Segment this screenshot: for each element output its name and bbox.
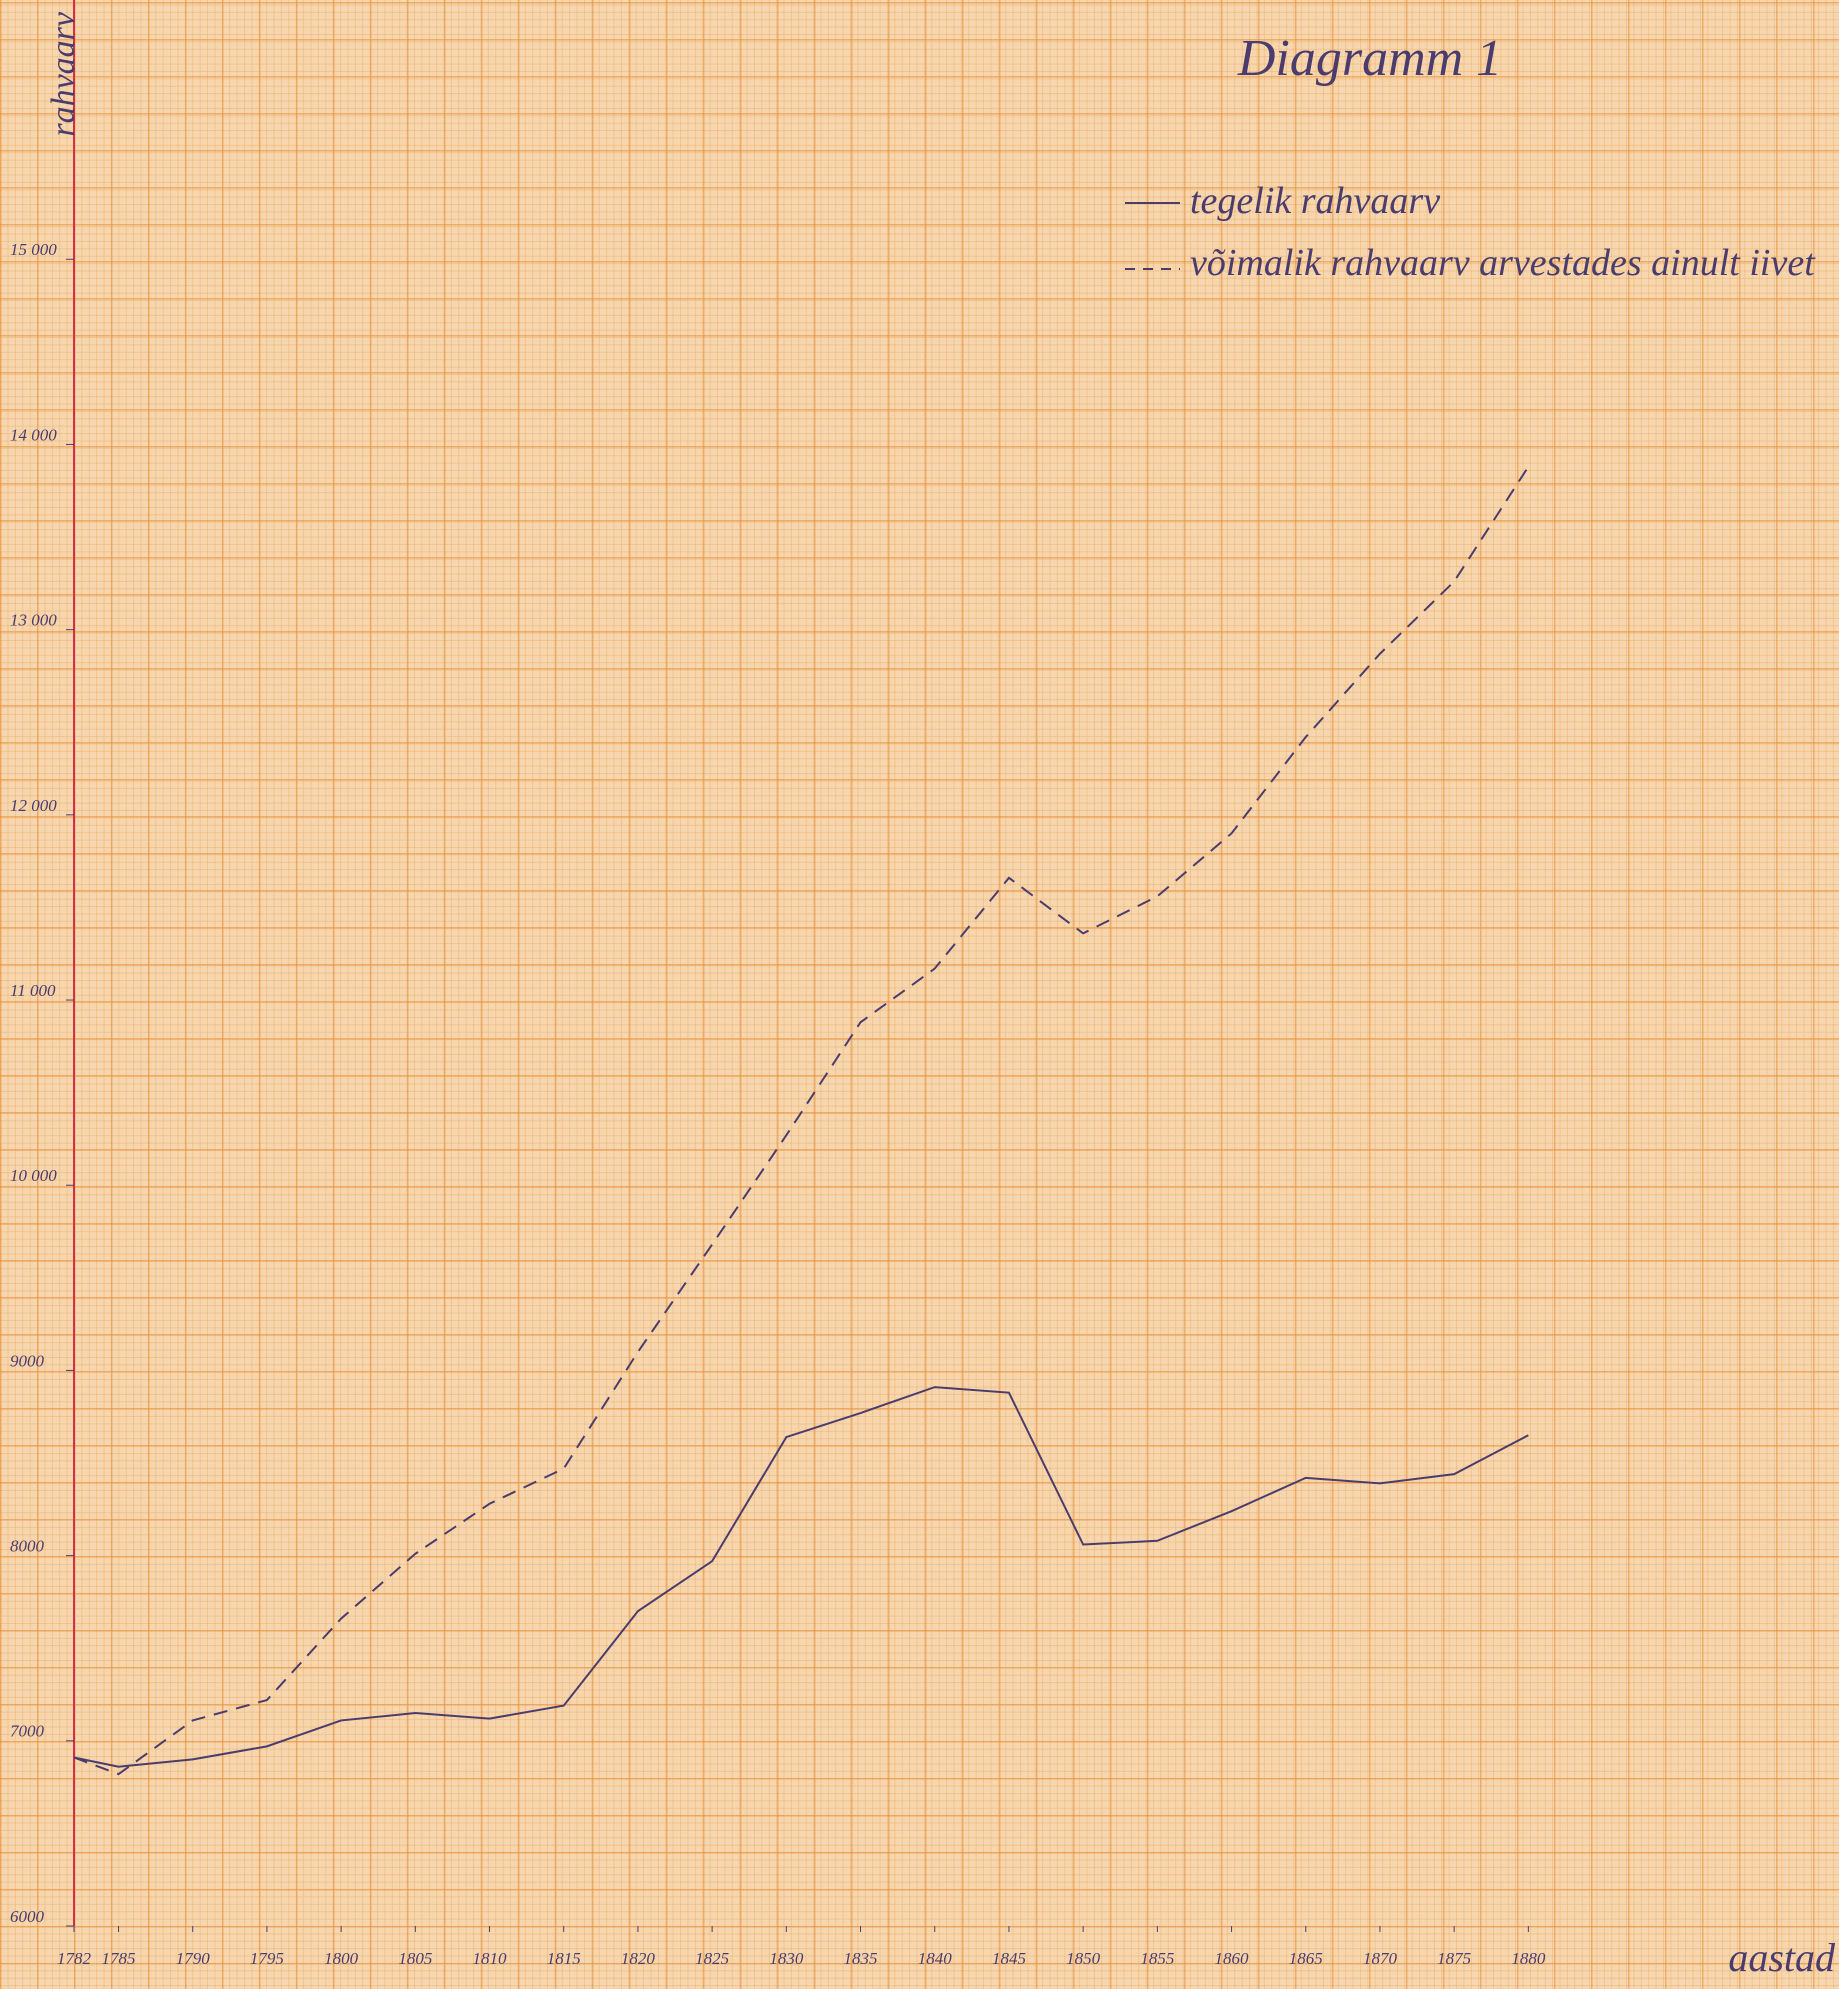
x-tick-label: 1855 bbox=[1140, 1949, 1174, 1968]
x-tick-label: 1785 bbox=[102, 1949, 136, 1968]
x-tick-label: 1815 bbox=[547, 1949, 581, 1968]
series-line bbox=[74, 1387, 1528, 1767]
x-tick-label: 1835 bbox=[844, 1949, 878, 1968]
x-tick-label: 1800 bbox=[324, 1949, 359, 1968]
x-tick-label: 1782 bbox=[57, 1949, 92, 1968]
x-axis-label: aastad bbox=[1728, 1935, 1836, 1980]
y-axis-label: rahvaarv bbox=[45, 11, 82, 137]
x-tick-label: 1810 bbox=[473, 1949, 508, 1968]
y-tick-label: 10 000 bbox=[10, 1166, 57, 1185]
y-tick-label: 14 000 bbox=[10, 425, 57, 444]
x-tick-label: 1875 bbox=[1437, 1949, 1471, 1968]
chart: Diagramm 1 rahvaarv aastad 6000 7000 8000 9… bbox=[0, 0, 1839, 1989]
y-tick-label: 9000 bbox=[10, 1351, 45, 1370]
x-tick-label: 1790 bbox=[176, 1949, 211, 1968]
y-tick-label: 15 000 bbox=[10, 240, 57, 259]
x-tick-label: 1845 bbox=[992, 1949, 1026, 1968]
y-tick-label: 13 000 bbox=[10, 611, 57, 630]
series-line bbox=[74, 467, 1528, 1774]
y-tick-label: 12 000 bbox=[10, 796, 57, 815]
chart-title: Diagramm 1 bbox=[1237, 30, 1502, 87]
y-tick-label: 7000 bbox=[10, 1722, 45, 1741]
x-tick-label: 1795 bbox=[250, 1949, 284, 1968]
x-tick-label: 1865 bbox=[1289, 1949, 1323, 1968]
legend-entry: võimalik rahvaarv arvestades ainult iive… bbox=[1190, 237, 1830, 289]
y-tick-label: 11 000 bbox=[10, 981, 56, 1000]
x-tick-label: 1850 bbox=[1066, 1949, 1101, 1968]
legend: tegelik rahvaarv võimalik rahvaarv arves… bbox=[1190, 175, 1839, 289]
x-tick-label: 1820 bbox=[621, 1949, 656, 1968]
x-tick-label: 1805 bbox=[398, 1949, 432, 1968]
legend-entry: tegelik rahvaarv bbox=[1190, 175, 1839, 227]
x-tick-label: 1840 bbox=[918, 1949, 953, 1968]
x-tick-label: 1860 bbox=[1215, 1949, 1250, 1968]
x-tick-label: 1830 bbox=[769, 1949, 804, 1968]
y-tick-label: 6000 bbox=[10, 1907, 45, 1926]
x-tick-label: 1825 bbox=[695, 1949, 729, 1968]
y-tick-label: 8000 bbox=[10, 1537, 45, 1556]
x-tick-label: 1870 bbox=[1363, 1949, 1398, 1968]
x-tick-label: 1880 bbox=[1511, 1949, 1546, 1968]
